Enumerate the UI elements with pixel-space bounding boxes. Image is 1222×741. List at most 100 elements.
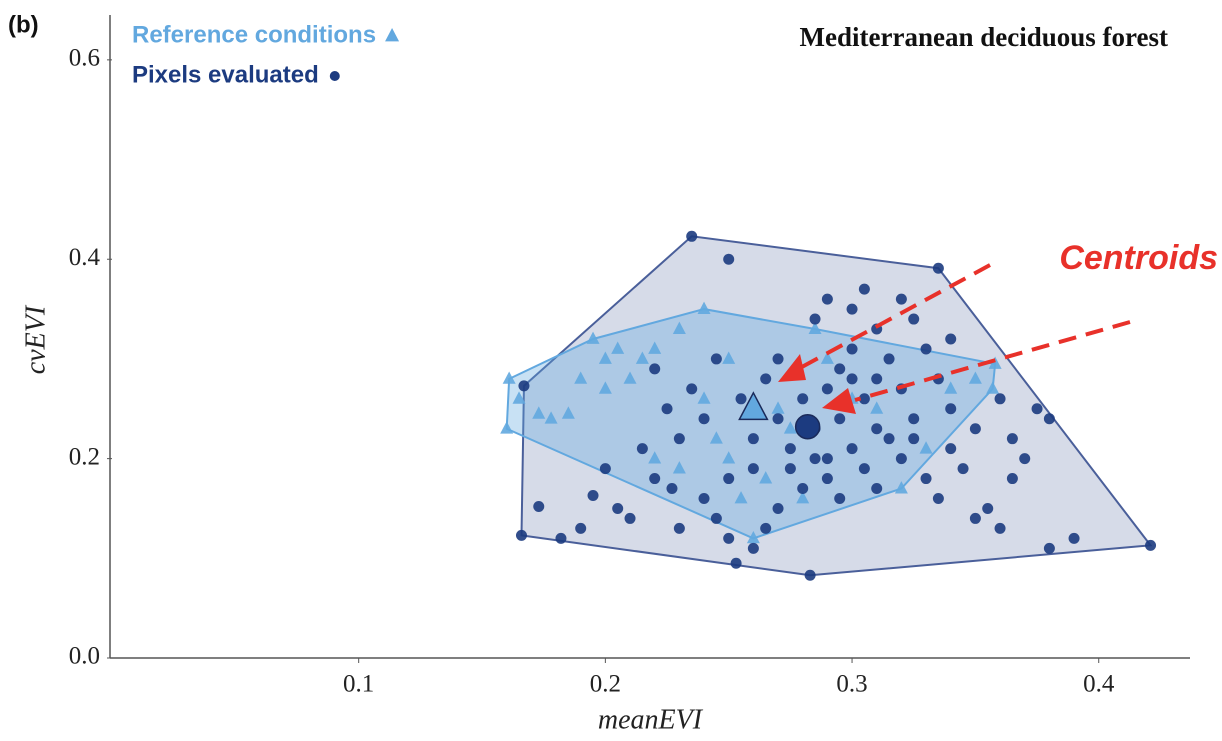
- panel-label: (b): [8, 11, 39, 38]
- point: [698, 492, 710, 504]
- point: [697, 301, 711, 315]
- point: [1043, 413, 1055, 425]
- point: [846, 303, 858, 315]
- point: [735, 393, 747, 405]
- legend-label: Reference conditions: [132, 21, 376, 48]
- point: [555, 532, 567, 544]
- point: [988, 356, 1002, 369]
- centroid-pointers: [799, 263, 1131, 402]
- point: [945, 403, 957, 415]
- point: [649, 363, 661, 375]
- point: [575, 522, 587, 534]
- point: [673, 433, 685, 445]
- point: [772, 353, 784, 365]
- point: [747, 542, 759, 554]
- point: [895, 293, 907, 305]
- point: [730, 557, 742, 569]
- pointer-line: [799, 263, 991, 370]
- point: [747, 463, 759, 475]
- legend-marker: [385, 28, 400, 42]
- point: [821, 453, 833, 465]
- point: [648, 451, 662, 464]
- point: [804, 569, 816, 581]
- point: [672, 321, 686, 334]
- point: [858, 463, 870, 475]
- point: [760, 373, 772, 385]
- point: [710, 512, 722, 524]
- point: [598, 381, 612, 394]
- point: [1031, 403, 1043, 415]
- point: [883, 353, 895, 365]
- centroid: [738, 391, 769, 421]
- point: [871, 373, 883, 385]
- pointer-line: [854, 320, 1131, 402]
- point: [796, 491, 810, 504]
- point: [533, 500, 545, 512]
- point: [771, 401, 785, 414]
- point: [734, 491, 748, 504]
- point: [908, 433, 920, 445]
- point: [809, 453, 821, 465]
- point: [723, 532, 735, 544]
- point: [994, 522, 1006, 534]
- point: [797, 483, 809, 495]
- x-tick-label: 0.3: [836, 671, 867, 698]
- point: [636, 443, 648, 455]
- point: [746, 530, 760, 544]
- point: [871, 483, 883, 495]
- point: [666, 483, 678, 495]
- point: [648, 341, 662, 354]
- point: [846, 373, 858, 385]
- point: [561, 406, 575, 419]
- point: [1145, 539, 1157, 551]
- point: [894, 481, 908, 494]
- y-axis-label: cvEVI: [20, 304, 51, 374]
- point: [908, 413, 920, 425]
- point: [635, 351, 649, 364]
- point: [698, 413, 710, 425]
- point: [957, 463, 969, 475]
- point: [986, 381, 1000, 394]
- point: [709, 431, 723, 444]
- point: [623, 371, 637, 384]
- point: [908, 313, 920, 325]
- point: [586, 331, 600, 344]
- point: [994, 393, 1006, 405]
- centroid: [794, 413, 821, 440]
- point: [502, 371, 516, 384]
- pointer-head: [778, 354, 806, 382]
- x-tick-label: 0.2: [590, 671, 621, 698]
- point: [611, 341, 625, 354]
- point: [783, 421, 797, 434]
- point: [649, 473, 661, 485]
- point: [500, 421, 514, 434]
- point: [515, 529, 527, 541]
- y-tick-label: 0.6: [69, 45, 100, 72]
- point: [747, 433, 759, 445]
- point: [969, 512, 981, 524]
- x-tick-label: 0.4: [1083, 671, 1115, 698]
- point: [661, 403, 673, 415]
- chart-title: Mediterranean deciduous forest: [800, 22, 1168, 52]
- point: [969, 423, 981, 435]
- point: [808, 321, 822, 334]
- point: [518, 380, 530, 392]
- point: [871, 423, 883, 435]
- point: [895, 453, 907, 465]
- point: [587, 490, 599, 502]
- point: [723, 253, 735, 265]
- point: [686, 230, 698, 242]
- point: [672, 461, 686, 474]
- point: [722, 351, 736, 364]
- point: [945, 443, 957, 455]
- point: [673, 522, 685, 534]
- x-tick-label: 0.1: [343, 671, 374, 698]
- legend-marker: [329, 71, 340, 81]
- point: [544, 411, 558, 424]
- point: [772, 502, 784, 514]
- point: [624, 512, 636, 524]
- point: [574, 371, 588, 384]
- point: [512, 391, 526, 404]
- x-axis-label: meanEVI: [598, 704, 704, 735]
- point: [883, 433, 895, 445]
